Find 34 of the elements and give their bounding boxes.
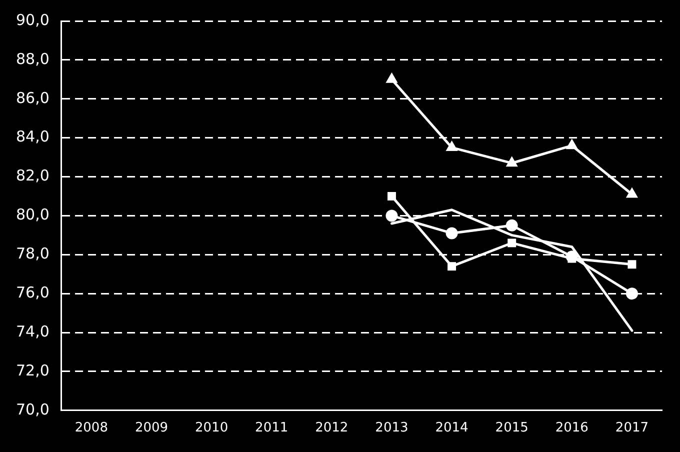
x-tick-label: 2008: [74, 420, 108, 436]
point: [626, 187, 638, 198]
y-tick-label: 82,0: [16, 166, 50, 185]
x-tick-label: 2010: [195, 420, 228, 436]
y-tick-label: 90,0: [16, 10, 50, 29]
y-tick-label: 86,0: [16, 88, 50, 107]
x-tick-label: 2017: [615, 420, 649, 436]
y-tick-label: 70,0: [16, 400, 50, 418]
x-tick-label: 2012: [315, 420, 348, 436]
y-tick-label: 72,0: [16, 361, 50, 380]
x-tick-label: 2013: [375, 420, 408, 436]
point: [386, 72, 398, 83]
y-tick-label: 76,0: [16, 283, 50, 302]
y-tick-label: 84,0: [16, 128, 50, 146]
point: [508, 238, 516, 248]
x-tick-label: 2016: [555, 420, 588, 436]
x-tick-label: 2011: [255, 420, 288, 436]
y-tick-label: 88,0: [16, 50, 50, 68]
point: [386, 210, 398, 222]
point: [506, 156, 518, 167]
point: [626, 288, 638, 300]
point: [448, 262, 456, 271]
point: [446, 227, 458, 240]
y-tick-label: 74,0: [16, 322, 50, 340]
y-tick-label: 78,0: [16, 244, 50, 263]
x-tick-label: 2009: [134, 420, 168, 436]
y-tick-label: 80,0: [16, 206, 50, 224]
point: [566, 138, 578, 150]
x-tick-label: 2014: [435, 420, 468, 436]
point: [387, 192, 396, 200]
point: [446, 140, 458, 152]
x-tick-label: 2015: [495, 420, 528, 436]
point: [506, 219, 518, 232]
point: [628, 260, 636, 269]
